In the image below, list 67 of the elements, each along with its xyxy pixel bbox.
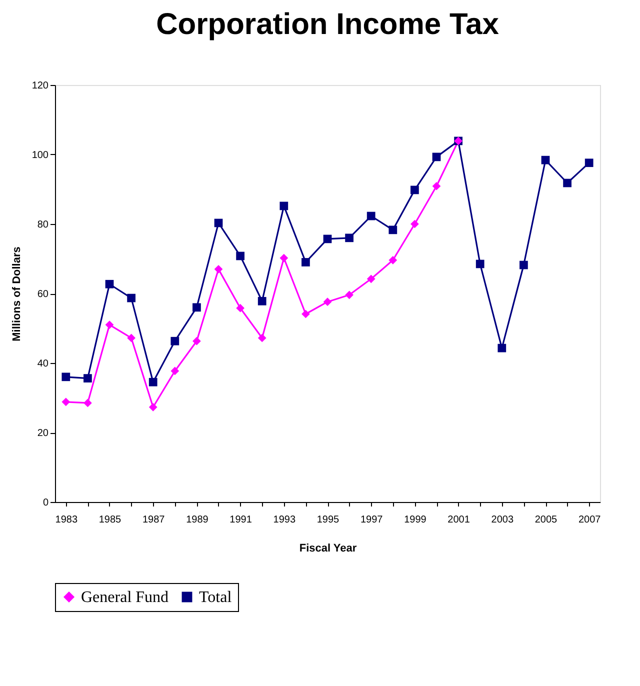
x-tick-label: 1983	[55, 514, 78, 526]
point	[258, 334, 266, 342]
point	[170, 366, 180, 376]
point	[62, 398, 70, 406]
point	[148, 402, 158, 412]
x-tick-label: 2003	[491, 514, 514, 526]
point	[280, 202, 288, 210]
point	[258, 296, 266, 306]
y-tick-label: 40	[37, 358, 49, 370]
point	[345, 234, 354, 242]
x-tick-label: 1993	[273, 514, 296, 526]
point	[476, 260, 484, 268]
point	[127, 294, 136, 302]
legend-label: General Fund	[81, 589, 169, 606]
x-tick-label: 1999	[404, 514, 427, 526]
point	[105, 280, 114, 288]
y-tick-label: 60	[37, 289, 49, 300]
x-tick-label: 2005	[534, 514, 558, 526]
x-tick-label: 1989	[186, 514, 209, 526]
point	[410, 220, 419, 228]
point	[214, 264, 223, 274]
point	[366, 212, 376, 220]
chart-title: Corporation Income Tax	[156, 8, 500, 41]
x-axis-title: Fiscal Year	[299, 542, 358, 554]
point	[584, 158, 594, 168]
x-tick-label: 1985	[98, 514, 122, 526]
point	[541, 156, 550, 164]
point	[84, 374, 92, 382]
point	[127, 334, 136, 342]
x-tick-label: 1987	[142, 514, 166, 526]
x-tick-label: 1997	[360, 514, 384, 526]
point	[62, 372, 70, 382]
point	[520, 260, 528, 270]
point	[388, 256, 398, 264]
y-axis-title: Millions of Dollars	[10, 246, 23, 342]
point	[302, 258, 310, 266]
point	[148, 378, 158, 386]
point	[366, 274, 376, 284]
point	[323, 298, 332, 306]
point	[236, 252, 244, 260]
y-tick-label: 20	[37, 428, 49, 439]
point	[192, 336, 201, 346]
point	[388, 226, 398, 234]
point	[432, 182, 441, 190]
point	[432, 152, 441, 162]
point	[170, 336, 180, 346]
point	[498, 344, 506, 352]
point	[345, 290, 354, 300]
point	[105, 320, 114, 329]
x-tick-label: 2001	[448, 514, 470, 526]
y-tick-label: 120	[32, 80, 49, 92]
point	[410, 186, 419, 194]
point	[563, 178, 572, 188]
point	[236, 304, 244, 312]
point	[302, 310, 310, 318]
x-tick-label: 2007	[578, 514, 602, 526]
x-tick-label: 1995	[316, 514, 340, 526]
y-tick-label: 80	[37, 220, 49, 230]
legend-label: Total	[199, 589, 232, 606]
y-tick-label: 100	[32, 150, 49, 161]
x-tick-label: 1991	[230, 514, 252, 526]
point	[323, 234, 332, 244]
point	[192, 303, 201, 312]
point	[214, 218, 223, 228]
point	[84, 398, 92, 408]
y-tick-label: 0	[42, 498, 49, 508]
point	[280, 254, 288, 262]
